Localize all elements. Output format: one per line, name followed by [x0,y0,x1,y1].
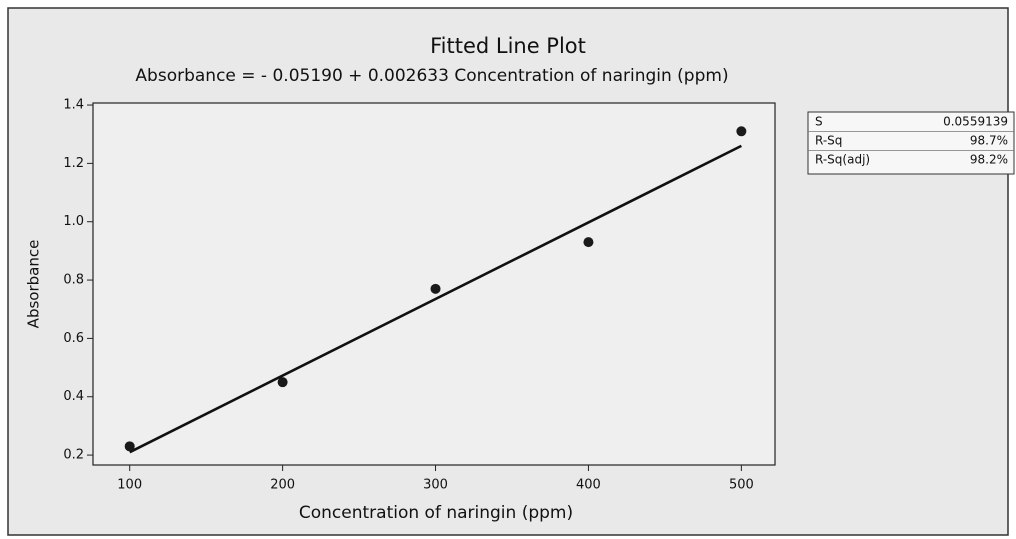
stat-value: 98.2% [970,153,1008,167]
data-point [736,126,747,137]
x-tick-label: 300 [423,478,448,493]
fit-line [129,144,742,454]
y-tick-label: 1.2 [63,156,84,171]
stat-label: S [815,115,823,129]
x-tick-label: 100 [117,478,142,493]
y-tick-label: 0.4 [63,389,84,404]
y-tick-label: 0.8 [63,273,84,288]
y-tick-label: 0.6 [63,331,84,346]
data-point [277,377,288,388]
data-point [583,237,594,248]
y-tick-label: 1.0 [63,214,84,229]
x-tick-label: 500 [729,478,754,493]
stat-value: 0.0559139 [943,115,1008,129]
stat-label: R-Sq(adj) [815,153,870,167]
x-tick-label: 200 [270,478,295,493]
stat-value: 98.7% [970,134,1008,148]
stats-box [807,111,1015,175]
plot-area [92,102,776,466]
chart-subtitle: Absorbance = - 0.05190 + 0.002633 Concen… [135,66,728,86]
x-axis-label: Concentration of naringin (ppm) [299,503,573,523]
y-tick-label: 1.4 [63,98,84,113]
chart-title: Fitted Line Plot [430,34,586,58]
data-point [124,441,135,452]
x-tick-label: 400 [576,478,601,493]
data-point [430,283,441,294]
y-tick-label: 0.2 [63,448,84,463]
stat-label: R-Sq [815,134,842,148]
y-axis-label: Absorbance [25,240,43,329]
